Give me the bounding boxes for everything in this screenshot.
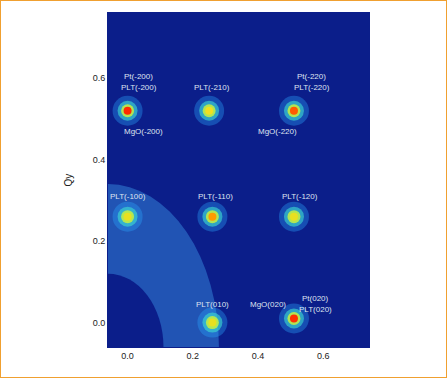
- svg-text:Pt(-220): Pt(-220): [297, 72, 326, 81]
- svg-text:MgO(020): MgO(020): [250, 300, 286, 309]
- svg-text:PLT(-120): PLT(-120): [282, 192, 318, 201]
- svg-text:0.6: 0.6: [317, 351, 330, 361]
- svg-text:0.4: 0.4: [93, 155, 106, 165]
- svg-text:MgO(-200): MgO(-200): [124, 127, 163, 136]
- svg-text:0.0: 0.0: [93, 318, 106, 328]
- svg-text:PLT(010): PLT(010): [196, 300, 229, 309]
- svg-text:0.0: 0.0: [121, 351, 134, 361]
- svg-text:MgO(-220): MgO(-220): [258, 127, 297, 136]
- svg-text:0.2: 0.2: [187, 351, 200, 361]
- svg-text:PLT(-220): PLT(-220): [294, 83, 330, 92]
- svg-text:0.4: 0.4: [252, 351, 265, 361]
- svg-text:Pt(020): Pt(020): [302, 294, 329, 303]
- svg-text:0.2: 0.2: [93, 236, 106, 246]
- svg-text:Pt(-200): Pt(-200): [124, 72, 153, 81]
- svg-text:Qy: Qy: [63, 174, 74, 187]
- svg-text:PLT(-110): PLT(-110): [198, 192, 233, 201]
- svg-text:PLT(-100): PLT(-100): [110, 192, 146, 201]
- svg-text:PLT(-200): PLT(-200): [121, 83, 157, 92]
- svg-text:0.6: 0.6: [93, 73, 106, 83]
- svg-text:PLT(-210): PLT(-210): [194, 83, 230, 92]
- svg-text:PLT(020): PLT(020): [299, 305, 332, 314]
